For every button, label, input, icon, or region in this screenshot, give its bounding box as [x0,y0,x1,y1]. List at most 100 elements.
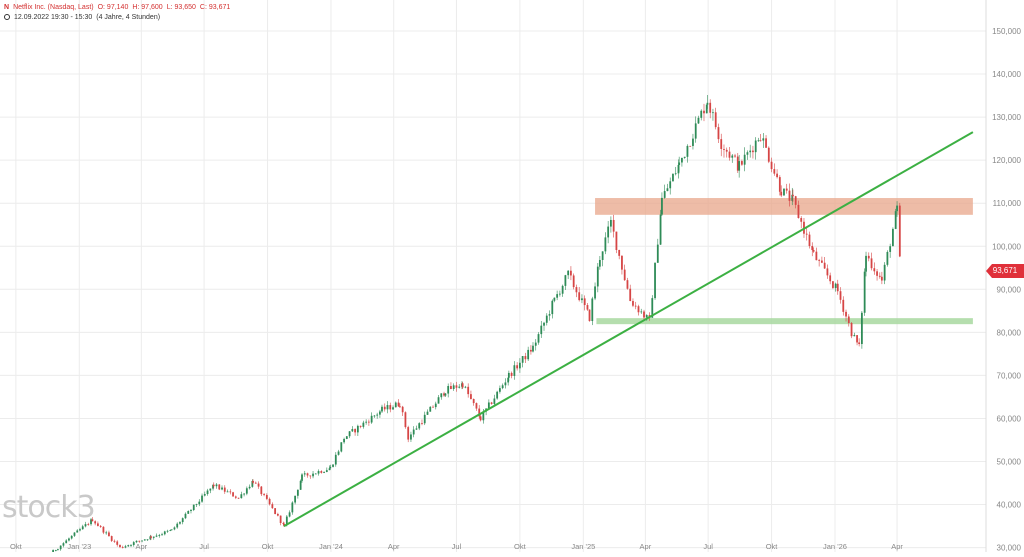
candle-body [190,510,192,512]
candle-body [337,451,340,455]
candle-body [348,431,351,437]
candle-body [575,287,578,293]
candle-body [237,497,240,499]
resistance-zone [595,198,973,215]
candle-body [135,540,138,543]
candle-body [720,139,723,149]
netflix-logo-icon: N [4,4,10,11]
candle-body [367,421,370,423]
candle-body [187,511,190,514]
candle-body [288,512,291,517]
candle-body [615,231,618,250]
candle-body [651,298,654,318]
candle-body [472,398,475,404]
candle-body [876,271,878,276]
candle-body [399,406,401,408]
x-tick-label: Apr [640,542,652,551]
candle-body [218,484,221,490]
candle-body [706,102,709,105]
candle-body [429,406,432,412]
x-tick-label: Jul [703,542,713,551]
candle-body [762,138,765,141]
candle-body [176,523,179,528]
last-price-badge: 93,671 [986,264,1024,278]
candle-body [746,152,749,155]
candle-body [527,349,530,360]
candle-body [392,407,394,410]
candle-body [705,104,708,114]
candle-body [490,402,493,404]
candle-body [192,504,195,511]
candle-body [99,525,102,527]
candle-body [626,280,629,289]
candle-body [105,532,108,534]
trendline [283,131,974,527]
y-tick-label: 60,000 [997,414,1022,423]
candle-body [149,536,152,540]
candle-body [643,311,645,318]
candle-body [898,205,901,257]
x-tick-label: Okt [766,542,779,551]
candle-body [110,536,113,541]
candle-body [181,518,184,523]
candle-body [586,305,589,310]
candle-body [309,475,312,477]
candle-body [461,383,464,388]
y-tick-label: 120,000 [992,156,1021,165]
candle-body [507,372,510,378]
candle-body [709,102,712,113]
low-value: L: 93,650 [166,4,196,11]
candle-body [467,386,470,395]
y-tick-label: 30,000 [997,544,1022,552]
candle-body [97,523,99,526]
candle-body [847,316,850,323]
candle-body [351,429,354,432]
candle-body [770,161,773,170]
candle-body [340,442,343,452]
candle-body [243,493,245,495]
candle-body [198,501,201,505]
candle-body [423,414,426,424]
candle-body [184,513,187,519]
candle-body [381,406,383,412]
candle-body [221,487,223,490]
candle-body [121,547,124,548]
candle-body [260,486,263,495]
candle-body [818,260,821,261]
candle-body [464,386,467,388]
candle-body [418,423,421,429]
y-tick-label: 80,000 [997,328,1022,337]
candle-body [601,251,604,260]
candle-body [678,162,681,165]
candle-body [54,550,57,551]
candle-body [556,294,559,298]
candle-body [853,335,856,337]
candle-body [455,385,458,388]
candle-body [482,411,485,421]
candle-body [780,191,783,196]
candle-body [329,466,332,469]
candle-body [785,188,788,191]
candle-body [283,523,285,525]
candle-body [863,271,866,313]
candle-body [757,140,760,142]
x-tick-label: Jan '23 [67,542,91,551]
candle-body [240,494,243,499]
candle-body [379,411,381,415]
candle-body [504,382,507,386]
candle-body [84,524,87,527]
candle-body [674,173,677,175]
candle-body [206,490,209,495]
candle-body [743,154,746,165]
candle-body [70,535,73,539]
candle-body [896,205,898,212]
candle-body [836,283,839,292]
candle-body [610,219,612,227]
x-tick-label: Apr [388,542,400,551]
candle-body [102,526,105,533]
candle-body [354,429,356,433]
candle-body [306,473,309,476]
candle-body [478,408,481,417]
candle-body [201,495,203,502]
